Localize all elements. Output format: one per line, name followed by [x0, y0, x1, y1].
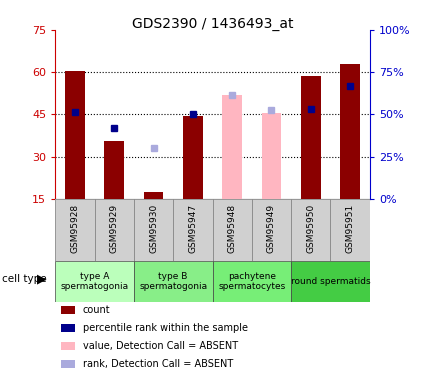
- Text: GSM95928: GSM95928: [71, 204, 79, 253]
- Text: GSM95930: GSM95930: [149, 204, 158, 253]
- Bar: [55, 199, 94, 261]
- Bar: [94, 199, 134, 261]
- Text: GSM95948: GSM95948: [228, 204, 237, 253]
- Bar: [144, 192, 163, 199]
- Text: GSM95949: GSM95949: [267, 204, 276, 253]
- Bar: [61, 360, 75, 369]
- Bar: [65, 71, 85, 199]
- Bar: [61, 342, 75, 350]
- Text: cell type: cell type: [2, 274, 47, 284]
- Text: type B
spermatogonia: type B spermatogonia: [139, 272, 207, 291]
- Text: GSM95950: GSM95950: [306, 204, 315, 253]
- Text: type A
spermatogonia: type A spermatogonia: [60, 272, 129, 291]
- Bar: [262, 113, 281, 199]
- Text: GSM95929: GSM95929: [110, 204, 119, 253]
- Text: GSM95951: GSM95951: [346, 204, 354, 253]
- Text: GDS2390 / 1436493_at: GDS2390 / 1436493_at: [132, 17, 293, 31]
- Bar: [340, 64, 360, 199]
- Bar: [252, 199, 291, 261]
- Text: round spermatids: round spermatids: [291, 277, 370, 286]
- Text: GSM95947: GSM95947: [188, 204, 197, 253]
- Text: pachytene
spermatocytes: pachytene spermatocytes: [218, 272, 286, 291]
- Bar: [291, 199, 331, 261]
- Bar: [212, 261, 291, 302]
- Bar: [212, 199, 252, 261]
- Bar: [61, 324, 75, 332]
- Text: value, Detection Call = ABSENT: value, Detection Call = ABSENT: [83, 341, 238, 351]
- Bar: [134, 199, 173, 261]
- Bar: [331, 199, 370, 261]
- Bar: [291, 261, 370, 302]
- Text: rank, Detection Call = ABSENT: rank, Detection Call = ABSENT: [83, 359, 233, 369]
- Bar: [61, 306, 75, 314]
- Bar: [55, 261, 134, 302]
- Bar: [183, 116, 203, 199]
- Bar: [134, 261, 212, 302]
- Bar: [222, 95, 242, 199]
- Text: count: count: [83, 305, 110, 315]
- Bar: [173, 199, 212, 261]
- Text: ▶: ▶: [37, 273, 47, 286]
- Bar: [301, 76, 320, 199]
- Bar: [105, 141, 124, 199]
- Text: percentile rank within the sample: percentile rank within the sample: [83, 323, 248, 333]
